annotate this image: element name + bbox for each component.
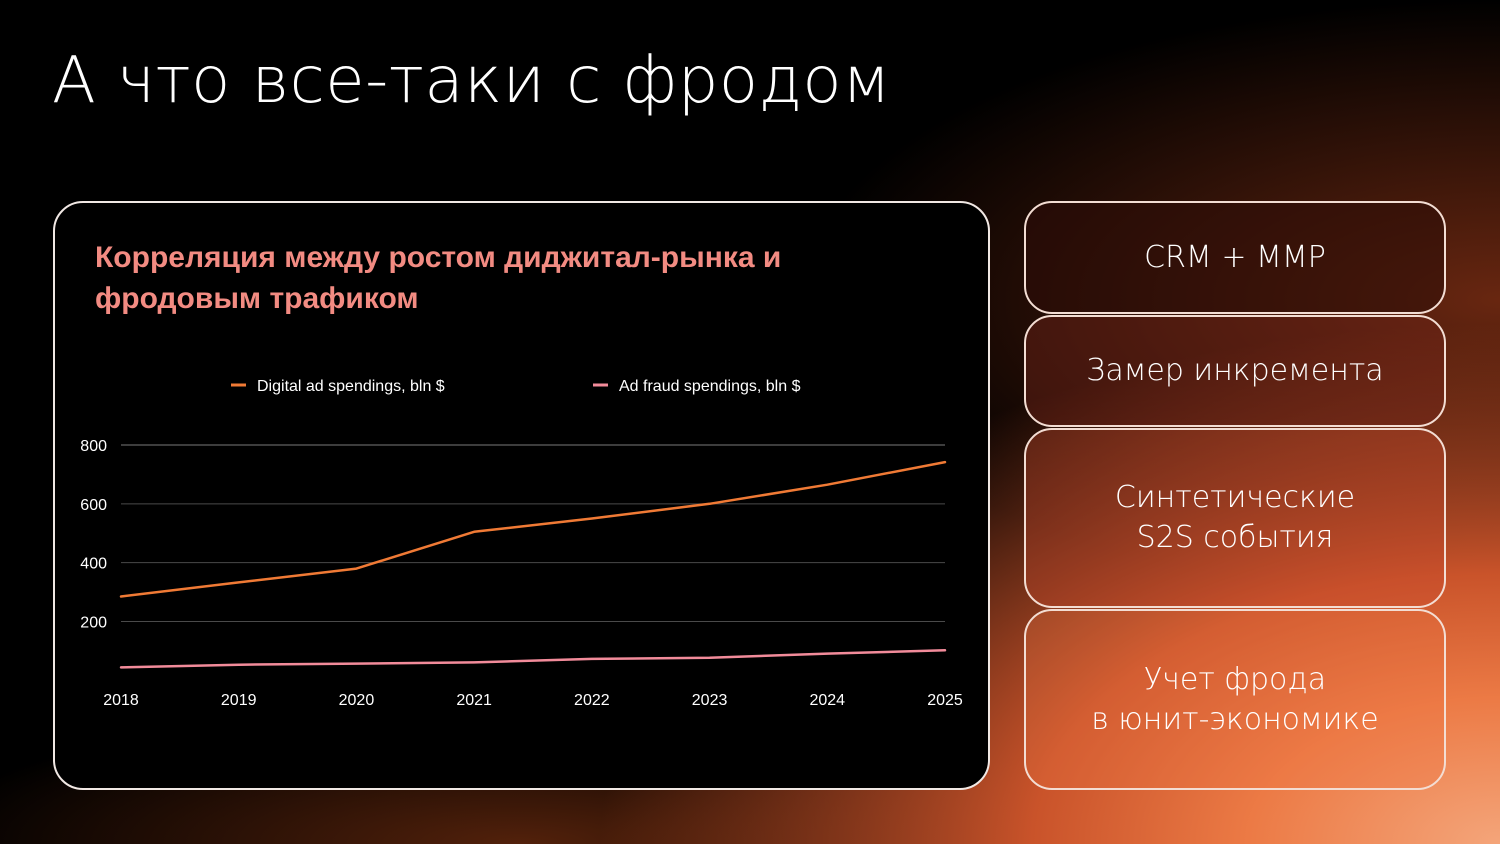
chart-title: Корреляция между ростом диджитал-рынка и… (95, 241, 782, 315)
x-tick-label: 2018 (103, 692, 139, 709)
slide-title: А что все-таки с фродом (52, 44, 891, 118)
x-tick-label: 2024 (809, 692, 845, 709)
chart-card: Корреляция между ростом диджитал-рынка и… (53, 201, 990, 790)
x-tick-label: 2023 (692, 692, 728, 709)
increment-measurement-box: Замер инкремента (1024, 315, 1446, 427)
x-tick-label: 2025 (927, 692, 963, 709)
series-line-0 (119, 460, 947, 598)
synthetic-s2s-events-box: Синтетические S2S события (1024, 428, 1446, 608)
x-tick-label: 2021 (456, 692, 492, 709)
series-line-1 (119, 649, 947, 669)
legend-label: Ad fraud spendings, bln $ (619, 378, 801, 395)
crm-mmp-box: CRM + MMP (1024, 201, 1446, 314)
x-tick-label: 2020 (339, 692, 375, 709)
y-tick-label: 200 (80, 615, 107, 632)
y-tick-label: 600 (80, 497, 107, 514)
y-tick-label: 400 (80, 556, 107, 573)
fraud-unit-economics-box: Учет фрода в юнит-экономике (1024, 609, 1446, 790)
legend-label: Digital ad spendings, bln $ (257, 378, 445, 395)
x-tick-label: 2019 (221, 692, 257, 709)
line-chart: 200 400 600 800 2018 2019 2020 2021 2022 2023 2024… (80, 378, 963, 709)
y-tick-label: 800 (80, 438, 107, 455)
x-tick-label: 2022 (574, 692, 610, 709)
